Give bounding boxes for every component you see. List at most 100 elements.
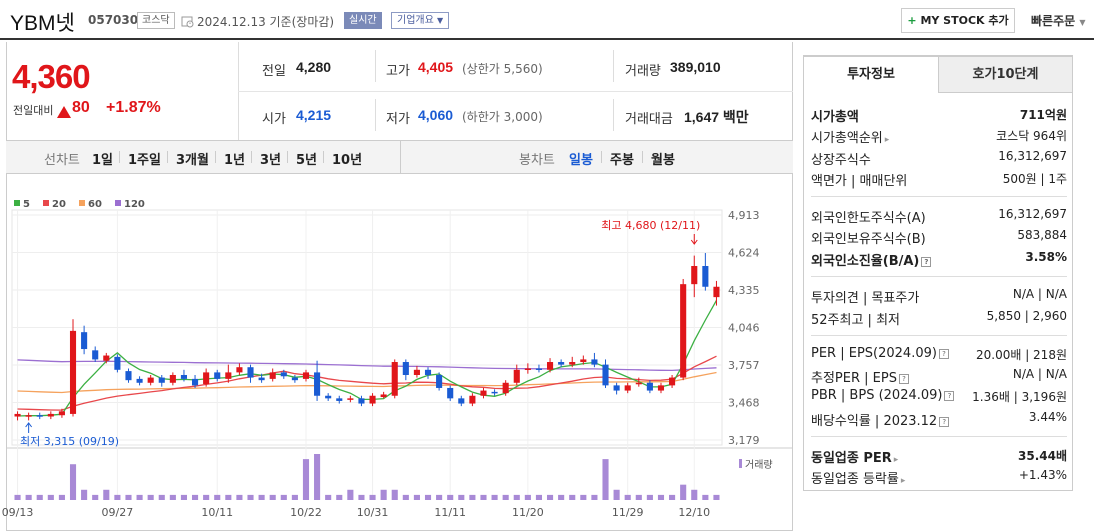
x-tick-label: 11/29 xyxy=(612,506,644,519)
candle-body xyxy=(191,378,199,386)
mystock-add-button[interactable]: + MY STOCK 추가 xyxy=(901,8,1015,33)
divider xyxy=(215,151,216,163)
divider xyxy=(119,151,120,163)
volume-bar xyxy=(635,494,642,500)
candle-body xyxy=(546,362,554,370)
ma120-line xyxy=(17,359,717,372)
volume-bar xyxy=(92,494,99,500)
volume-value: 389,010 xyxy=(670,59,721,75)
rank-value: 코스닥 964위 xyxy=(996,129,1067,143)
help-icon[interactable]: ? xyxy=(938,348,949,359)
market-badge: 코스닥 xyxy=(137,12,175,29)
realtime-button[interactable]: 실시간 xyxy=(344,12,382,29)
period-3y[interactable]: 3년 xyxy=(260,153,282,168)
volume-bar xyxy=(169,494,176,500)
volume-bar xyxy=(657,494,665,500)
period-1y[interactable]: 1년 xyxy=(224,153,246,168)
stock-code: 057030 xyxy=(88,13,139,27)
volume-bar xyxy=(447,494,454,500)
help-icon[interactable]: ? xyxy=(921,256,932,267)
divider xyxy=(167,151,168,163)
tab-orderbook[interactable]: 호가10단계 xyxy=(938,56,1073,93)
period-5y[interactable]: 5년 xyxy=(296,153,318,168)
invest-info-panel xyxy=(803,55,1073,491)
legend-label: 60 xyxy=(88,199,102,210)
period-toolbar xyxy=(6,140,793,174)
volume-bar xyxy=(25,494,32,500)
candle-body xyxy=(691,265,698,285)
x-tick-label: 12/10 xyxy=(678,506,710,519)
candle-body xyxy=(458,398,465,404)
legend-label: 20 xyxy=(52,199,66,210)
y-tick-label: 3,468 xyxy=(728,397,760,410)
company-info-dropdown[interactable]: 기업개요 ▼ xyxy=(391,12,450,29)
lower-limit: (하한가 3,000) xyxy=(462,110,543,124)
volume-bar xyxy=(158,494,165,500)
candle-body xyxy=(203,372,210,385)
candle-body xyxy=(258,377,265,381)
volume-bar xyxy=(36,494,43,500)
high-value: 4,405 xyxy=(418,59,454,75)
candle-body xyxy=(69,330,77,414)
candle-body xyxy=(369,395,376,404)
volume-bar xyxy=(402,494,409,500)
stock-header xyxy=(0,0,1094,40)
help-icon[interactable]: ? xyxy=(944,390,955,401)
help-icon[interactable]: ? xyxy=(939,416,950,427)
volume-bar xyxy=(558,494,565,500)
candle-body xyxy=(25,415,32,417)
per-label: PER | EPS(2024.09) xyxy=(811,346,937,361)
stock-name: YBM넷 xyxy=(10,12,75,35)
low-value: 4,060 xyxy=(418,107,454,123)
amount-label: 거래대금 xyxy=(625,112,673,127)
dividend-label: 배당수익률 | 2023.12 xyxy=(811,414,938,429)
candle-body xyxy=(247,367,254,378)
industry-per-label: 동일업종 PER xyxy=(811,451,892,466)
candle-body xyxy=(524,368,531,371)
candle-body xyxy=(225,372,232,379)
candle-body xyxy=(380,394,387,398)
candle-body xyxy=(424,369,432,375)
industry-rate-label: 동일업종 등락률 xyxy=(811,472,899,487)
volume-bar xyxy=(280,494,287,500)
volume-bar xyxy=(591,494,598,500)
divider xyxy=(811,196,1067,197)
y-tick-label: 3,179 xyxy=(728,434,760,447)
volume-bar xyxy=(325,494,332,500)
period-3m[interactable]: 3개월 xyxy=(176,153,209,168)
price-chart[interactable]: 4,913 4,624 4,335 4,046 3,757 3,468 3,179 09/13… xyxy=(0,190,793,531)
volume-bar xyxy=(14,494,21,500)
y-tick-label: 4,046 xyxy=(728,322,760,335)
prev-close-label: 전일 xyxy=(262,64,286,79)
change-label: 전일대비 xyxy=(13,104,54,117)
candle-body xyxy=(136,378,143,383)
tab-invest-info[interactable]: 투자정보 xyxy=(803,56,939,93)
candle-body xyxy=(314,372,321,396)
eper-label: 추정PER | EPS xyxy=(811,371,897,386)
period-10y[interactable]: 10년 xyxy=(332,153,363,168)
divider xyxy=(613,99,614,131)
candle-daily[interactable]: 일봉 xyxy=(569,153,593,168)
period-1w[interactable]: 1주일 xyxy=(128,153,161,168)
candle-monthly[interactable]: 월봉 xyxy=(651,153,675,168)
volume-bar xyxy=(702,494,709,500)
upper-limit: (상한가 5,560) xyxy=(462,62,543,76)
quick-order-button[interactable]: 빠른주문 ▼ xyxy=(1031,12,1086,29)
candle-weekly[interactable]: 주봉 xyxy=(610,153,634,168)
candle-body xyxy=(413,369,420,375)
volume-bar xyxy=(203,494,210,500)
period-1d[interactable]: 1일 xyxy=(92,153,114,168)
volume-bar xyxy=(491,494,498,500)
legend-swatch xyxy=(115,200,121,206)
help-icon[interactable]: ? xyxy=(898,373,909,384)
candle-body xyxy=(402,362,409,375)
volume-bar xyxy=(602,459,609,500)
x-tick-label: 09/27 xyxy=(102,506,134,519)
volume-bar xyxy=(258,494,265,500)
legend-swatch xyxy=(43,200,49,206)
divider xyxy=(238,91,793,92)
line-chart-label: 선차트 xyxy=(44,153,80,168)
high-arrow xyxy=(690,239,698,245)
shares-value: 16,312,697 xyxy=(998,149,1067,163)
y-tick-label: 3,757 xyxy=(728,359,760,372)
